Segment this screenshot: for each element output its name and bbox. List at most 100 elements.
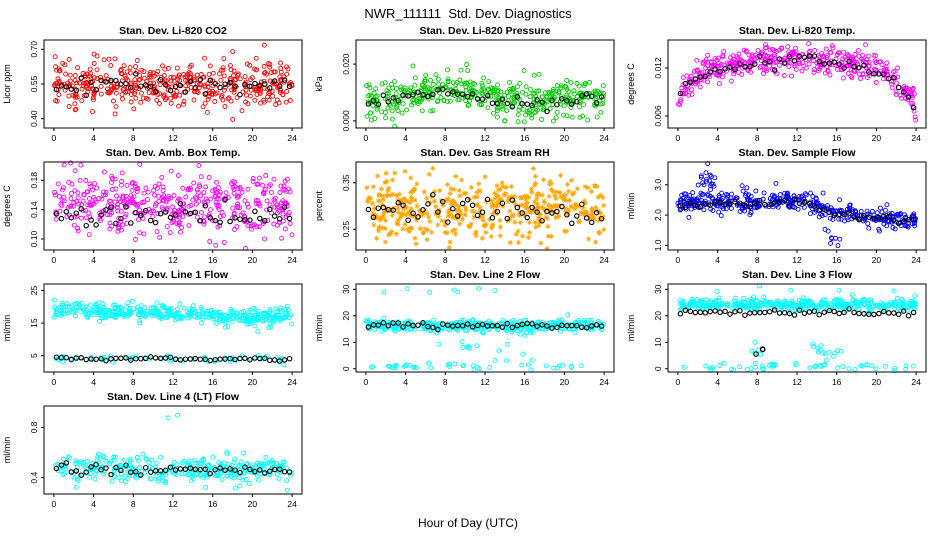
svg-text:24: 24 (911, 377, 921, 387)
svg-text:0.4: 0.4 (29, 472, 39, 484)
svg-text:degrees C: degrees C (626, 63, 636, 105)
svg-text:4: 4 (403, 377, 408, 387)
svg-text:0.25: 0.25 (341, 221, 351, 238)
svg-text:2.0: 2.0 (653, 209, 663, 221)
subplot-line4-lt-flow: Stan. Dev. Line 4 (LT) Flow ml/min 0 4 8 12 16… (0, 390, 312, 512)
svg-text:0.006: 0.006 (653, 105, 663, 127)
svg-text:0: 0 (364, 133, 369, 143)
svg-text:8: 8 (443, 255, 448, 265)
svg-text:20: 20 (248, 499, 258, 509)
svg-text:0: 0 (676, 377, 681, 387)
gas-stream-rh-chart: Stan. Dev. Gas Stream RH percent 0 4 8 12 16 20… (314, 147, 615, 265)
subplot-amb-box-temp: Stan. Dev. Amb. Box Temp. degrees C 0 4 8 12 1… (0, 146, 312, 268)
svg-text:8: 8 (755, 133, 760, 143)
svg-text:12: 12 (168, 133, 178, 143)
svg-text:0: 0 (341, 366, 351, 371)
svg-text:0.18: 0.18 (29, 172, 39, 189)
line2-flow-chart: Stan. Dev. Line 2 Flow ml/min 0 4 8 12 16 20 24 0… (314, 269, 615, 387)
svg-text:15: 15 (29, 318, 39, 328)
svg-text:12: 12 (792, 377, 802, 387)
svg-text:Licor ppm: Licor ppm (2, 64, 12, 104)
svg-text:20: 20 (872, 133, 882, 143)
svg-text:24: 24 (287, 255, 297, 265)
svg-text:20: 20 (872, 377, 882, 387)
svg-text:Stan. Dev. Line 4 (LT) Flow: Stan. Dev. Line 4 (LT) Flow (107, 391, 240, 403)
svg-text:20: 20 (341, 311, 351, 321)
svg-text:0.70: 0.70 (29, 41, 39, 58)
svg-text:0: 0 (676, 133, 681, 143)
svg-text:10: 10 (341, 337, 351, 347)
svg-text:12: 12 (168, 377, 178, 387)
svg-text:16: 16 (520, 255, 530, 265)
svg-text:0.000: 0.000 (341, 110, 351, 132)
svg-text:30: 30 (341, 284, 351, 294)
page-title: NWR_111111 Std. Dev. Diagnostics (364, 6, 572, 21)
svg-text:16: 16 (208, 255, 218, 265)
svg-text:20: 20 (248, 377, 258, 387)
svg-text:4: 4 (91, 499, 96, 509)
svg-text:8: 8 (755, 377, 760, 387)
svg-text:4: 4 (403, 255, 408, 265)
svg-text:8: 8 (755, 255, 760, 265)
svg-text:0.012: 0.012 (653, 57, 663, 79)
subplot-li820-temp: Stan. Dev. Li-820 Temp. degrees C 0 4 8 12 16 2… (624, 24, 936, 146)
svg-text:12: 12 (480, 255, 490, 265)
svg-text:12: 12 (792, 255, 802, 265)
subplot-li820-co2: Stan. Dev. Li-820 CO2 Licor ppm 0 4 8 12 16 20 2… (0, 24, 312, 146)
svg-text:Stan. Dev. Sample Flow: Stan. Dev. Sample Flow (738, 147, 856, 159)
svg-text:4: 4 (403, 133, 408, 143)
line3-flow-chart: Stan. Dev. Line 3 Flow ml/min 0 4 8 12 16 20 24 0… (626, 269, 927, 387)
svg-text:12: 12 (480, 133, 490, 143)
svg-text:4: 4 (91, 377, 96, 387)
svg-text:24: 24 (287, 133, 297, 143)
plot-grid: Stan. Dev. Li-820 CO2 Licor ppm 0 4 8 12 16 20 2… (0, 24, 936, 512)
svg-text:12: 12 (792, 133, 802, 143)
li820-temp-chart: Stan. Dev. Li-820 Temp. degrees C 0 4 8 12 16 2… (626, 25, 927, 143)
svg-text:30: 30 (653, 284, 663, 294)
svg-text:4: 4 (715, 133, 720, 143)
svg-text:4: 4 (715, 377, 720, 387)
svg-text:20: 20 (872, 255, 882, 265)
svg-text:0.35: 0.35 (341, 174, 351, 191)
svg-text:16: 16 (832, 255, 842, 265)
svg-text:1.0: 1.0 (653, 239, 663, 251)
svg-text:4: 4 (91, 255, 96, 265)
svg-text:8: 8 (443, 133, 448, 143)
svg-text:8: 8 (131, 499, 136, 509)
subplot-line1-flow: Stan. Dev. Line 1 Flow ml/min 0 4 8 12 16 20 24 5… (0, 268, 312, 390)
svg-text:0.8: 0.8 (29, 421, 39, 433)
svg-text:8: 8 (131, 255, 136, 265)
svg-text:ml/min: ml/min (2, 315, 12, 342)
svg-text:degrees C: degrees C (2, 185, 12, 227)
svg-text:24: 24 (599, 255, 609, 265)
x-axis-label: Hour of Day (UTC) (417, 516, 518, 530)
line4-lt-flow-chart: Stan. Dev. Line 4 (LT) Flow ml/min 0 4 8 12 16… (2, 391, 303, 509)
svg-text:0.55: 0.55 (29, 75, 39, 92)
svg-text:12: 12 (168, 499, 178, 509)
svg-text:20: 20 (560, 133, 570, 143)
subplot-gas-stream-rh: Stan. Dev. Gas Stream RH percent 0 4 8 12 16 20… (312, 146, 624, 268)
svg-text:20: 20 (248, 255, 258, 265)
svg-text:Stan. Dev. Li-820 Pressure: Stan. Dev. Li-820 Pressure (419, 25, 550, 37)
svg-text:16: 16 (520, 377, 530, 387)
svg-text:ml/min: ml/min (2, 437, 12, 464)
svg-text:percent: percent (314, 190, 324, 221)
svg-text:ml/min: ml/min (314, 315, 324, 342)
svg-text:25: 25 (29, 286, 39, 296)
svg-text:3.0: 3.0 (653, 179, 663, 191)
svg-text:20: 20 (560, 255, 570, 265)
svg-text:8: 8 (443, 377, 448, 387)
subplot-line2-flow: Stan. Dev. Line 2 Flow ml/min 0 4 8 12 16 20 24 0… (312, 268, 624, 390)
svg-text:24: 24 (599, 377, 609, 387)
svg-text:24: 24 (599, 133, 609, 143)
amb-box-temp-chart: Stan. Dev. Amb. Box Temp. degrees C 0 4 8 12 1… (2, 147, 303, 265)
svg-text:20: 20 (248, 133, 258, 143)
subplot-li820-pressure: Stan. Dev. Li-820 Pressure kPa 0 4 8 12 16 20 24… (312, 24, 624, 146)
svg-text:0: 0 (52, 255, 57, 265)
svg-text:0: 0 (52, 377, 57, 387)
svg-text:20: 20 (653, 311, 663, 321)
svg-text:Stan. Dev. Line 3 Flow: Stan. Dev. Line 3 Flow (742, 269, 853, 281)
svg-text:ml/min: ml/min (626, 193, 636, 220)
svg-text:0.14: 0.14 (29, 201, 39, 218)
svg-text:Stan. Dev. Gas Stream RH: Stan. Dev. Gas Stream RH (420, 147, 549, 159)
